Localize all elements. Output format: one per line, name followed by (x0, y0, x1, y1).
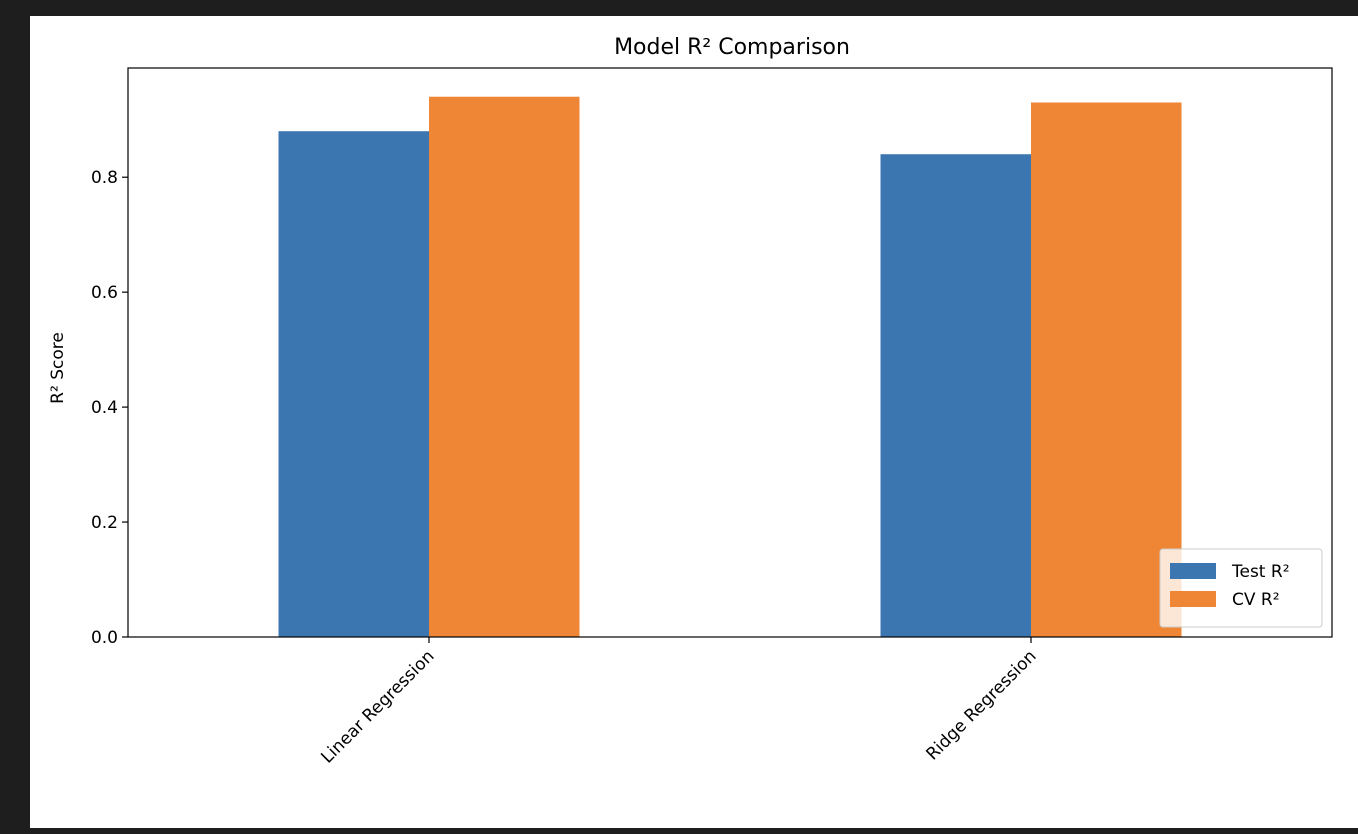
legend-label: Test R² (1231, 562, 1290, 582)
y-axis-label: R² Score (48, 332, 68, 404)
y-tick-label: 0.0 (91, 628, 118, 648)
bar-test-1 (880, 154, 1031, 637)
bar-cv-1 (1031, 102, 1182, 637)
bar-chart: Model R² Comparison R² Score 0.00.20.40.… (48, 35, 1333, 767)
bar-test-0 (278, 131, 429, 637)
legend-label: CV R² (1232, 590, 1280, 610)
bars-layer (278, 96, 1182, 638)
x-tick-label: Ridge Regression (922, 646, 1040, 764)
y-axis-ticks: 0.0 0.2 0.4 0.6 0.8 (91, 168, 128, 648)
legend-box (1159, 548, 1323, 628)
legend-swatch (1170, 591, 1216, 607)
bar-cv-0 (429, 96, 580, 638)
legend: Test R² CV R² (1159, 548, 1323, 628)
y-tick-label: 0.4 (91, 398, 118, 418)
plot-frame (127, 67, 1333, 638)
y-tick-label: 0.8 (91, 168, 118, 188)
y-tick-label: 0.6 (91, 283, 118, 303)
legend-swatch (1170, 563, 1216, 579)
chart-figure: Model R² Comparison R² Score 0.0 0.2 0.4 0.… (30, 16, 1358, 828)
x-axis-ticks: Linear Regression Ridge Regression (317, 637, 1041, 767)
y-tick-label: 0.2 (91, 513, 118, 533)
chart-title: Model R² Comparison (614, 35, 850, 60)
x-tick-label: Linear Regression (317, 646, 438, 767)
